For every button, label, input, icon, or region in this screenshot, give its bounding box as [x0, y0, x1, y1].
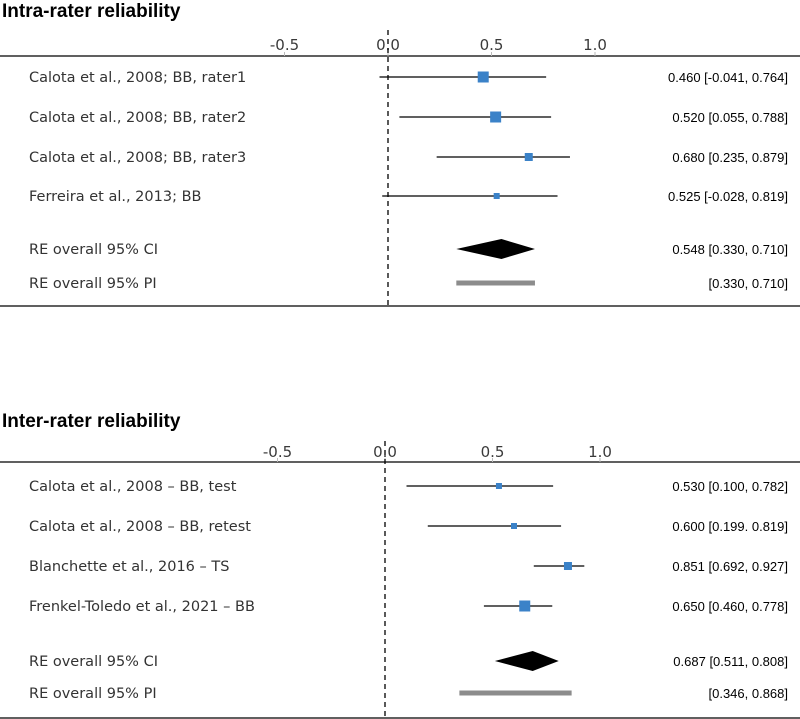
estimate-ci-text: [0.346, 0.868]	[708, 686, 788, 701]
study-marker	[524, 153, 533, 161]
study-label: Calota et al., 2008 – BB, test	[29, 479, 237, 495]
estimate-ci-text: 0.548 [0.330, 0.710]	[672, 242, 788, 257]
study-label: Blanchette et al., 2016 – TS	[29, 559, 229, 575]
estimate-ci-text: 0.600 [0.199. 0.819]	[672, 519, 788, 534]
pooled-estimate-diamond	[456, 239, 535, 259]
study-label: RE overall 95% PI	[29, 276, 157, 292]
study-label: Frenkel-Toledo et al., 2021 – BB	[29, 599, 255, 615]
study-label: Calota et al., 2008; BB, rater2	[29, 110, 246, 126]
study-marker	[493, 193, 500, 199]
study-marker	[563, 562, 572, 570]
estimate-ci-text: 0.851 [0.692, 0.927]	[672, 559, 788, 574]
study-marker	[490, 111, 502, 123]
study-marker	[477, 71, 489, 83]
estimate-ci-text: 0.680 [0.235, 0.879]	[672, 150, 788, 165]
study-label: Calota et al., 2008 – BB, retest	[29, 519, 251, 535]
estimate-ci-text: 0.687 [0.511, 0.808]	[673, 654, 788, 669]
x-tick-label: 0.5	[481, 443, 505, 461]
x-tick-label: 1.0	[588, 443, 612, 461]
pooled-estimate-diamond	[494, 651, 559, 671]
study-label: Calota et al., 2008; BB, rater3	[29, 150, 246, 166]
study-label: RE overall 95% PI	[29, 686, 157, 702]
study-label: RE overall 95% CI	[29, 242, 158, 258]
x-tick-label: -0.5	[263, 443, 292, 461]
study-marker	[511, 523, 517, 529]
estimate-ci-text: 0.520 [0.055, 0.788]	[672, 110, 788, 125]
study-label: Calota et al., 2008; BB, rater1	[29, 70, 246, 86]
study-label: RE overall 95% CI	[29, 654, 158, 670]
chart-title: Intra-rater reliability	[2, 1, 181, 22]
x-tick-label: -0.5	[270, 36, 299, 54]
estimate-ci-text: [0.330, 0.710]	[708, 276, 788, 291]
chart-title: Inter-rater reliability	[2, 411, 181, 432]
x-tick-label: 1.0	[583, 36, 607, 54]
estimate-ci-text: 0.460 [-0.041, 0.764]	[668, 70, 788, 85]
x-tick-label: 0.0	[376, 36, 400, 54]
study-label: Ferreira et al., 2013; BB	[29, 189, 201, 205]
x-tick-label: 0.5	[480, 36, 504, 54]
estimate-ci-text: 0.525 [-0.028, 0.819]	[668, 189, 788, 204]
estimate-ci-text: 0.530 [0.100, 0.782]	[672, 479, 788, 494]
study-marker	[519, 600, 531, 612]
estimate-ci-text: 0.650 [0.460, 0.778]	[672, 599, 788, 614]
study-marker	[495, 483, 502, 489]
